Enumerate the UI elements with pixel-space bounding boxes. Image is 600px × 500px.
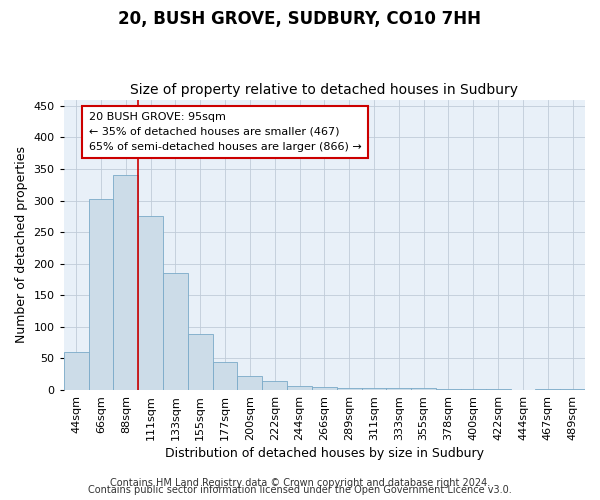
Bar: [287, 386, 312, 390]
Bar: [64, 352, 89, 390]
Text: 20, BUSH GROVE, SUDBURY, CO10 7HH: 20, BUSH GROVE, SUDBURY, CO10 7HH: [119, 10, 482, 28]
Text: Contains public sector information licensed under the Open Government Licence v3: Contains public sector information licen…: [88, 485, 512, 495]
Bar: [436, 389, 461, 390]
Bar: [486, 389, 511, 390]
Bar: [560, 389, 585, 390]
Bar: [113, 176, 138, 390]
Bar: [411, 388, 436, 390]
Bar: [212, 362, 238, 390]
Y-axis label: Number of detached properties: Number of detached properties: [15, 146, 28, 344]
Bar: [312, 387, 337, 390]
Bar: [89, 200, 113, 390]
Bar: [238, 376, 262, 390]
Bar: [362, 388, 386, 390]
Bar: [138, 216, 163, 390]
Title: Size of property relative to detached houses in Sudbury: Size of property relative to detached ho…: [130, 83, 518, 97]
Bar: [188, 334, 212, 390]
Text: Contains HM Land Registry data © Crown copyright and database right 2024.: Contains HM Land Registry data © Crown c…: [110, 478, 490, 488]
X-axis label: Distribution of detached houses by size in Sudbury: Distribution of detached houses by size …: [165, 447, 484, 460]
Bar: [337, 388, 362, 390]
Bar: [163, 273, 188, 390]
Bar: [262, 381, 287, 390]
Bar: [386, 388, 411, 390]
Text: 20 BUSH GROVE: 95sqm
← 35% of detached houses are smaller (467)
65% of semi-deta: 20 BUSH GROVE: 95sqm ← 35% of detached h…: [89, 112, 361, 152]
